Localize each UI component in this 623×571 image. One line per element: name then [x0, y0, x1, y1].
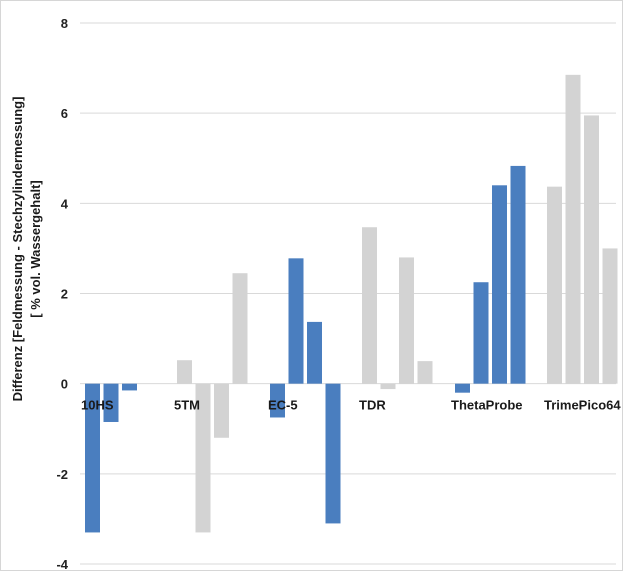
bar-tdr-2 — [380, 383, 396, 390]
bars — [85, 74, 618, 533]
bar-10hs-1 — [85, 383, 100, 533]
y-tick-label: 0 — [61, 377, 68, 392]
y-tick-label: 2 — [61, 287, 68, 302]
gridlines — [80, 22, 616, 565]
bar-thetaprobe-3 — [492, 185, 507, 384]
y-tick-label: 6 — [61, 106, 68, 121]
category-labels: 10HS 5TM EC-5 TDR ThetaProbe TrimePico64 — [81, 398, 621, 413]
bar-trimepico64-3 — [584, 115, 599, 384]
y-tick-labels: -4 -2 0 2 4 6 8 — [56, 16, 68, 570]
bar-tdr-3 — [399, 257, 414, 384]
bar-10hs-2 — [103, 383, 119, 422]
bar-trimepico64-2 — [565, 74, 581, 384]
category-label: 10HS — [81, 398, 114, 413]
category-label: TDR — [359, 398, 386, 413]
bar-trimepico64-4 — [602, 248, 618, 384]
category-label: 5TM — [174, 398, 200, 413]
bar-ec5-2 — [288, 258, 304, 384]
y-axis-title-line2: [ % vol. Wassergehalt] — [28, 180, 43, 318]
bar-ec5-3 — [307, 321, 322, 384]
y-tick-label: -2 — [56, 467, 68, 482]
bar-thetaprobe-2 — [473, 282, 489, 384]
y-axis-title-line1: Differenz [Feldmessung - Stechzylinderme… — [10, 97, 25, 402]
bar-tdr-1 — [362, 227, 377, 384]
bar-5tm-1 — [177, 360, 192, 384]
bar-ec5-1 — [270, 383, 285, 418]
category-label: EC-5 — [268, 398, 298, 413]
bar-5tm-4 — [232, 273, 248, 384]
y-tick-label: 8 — [61, 16, 68, 31]
bar-ec5-4 — [325, 383, 341, 524]
y-tick-label: 4 — [61, 196, 69, 211]
bar-5tm-3 — [214, 383, 229, 438]
bar-5tm-2 — [195, 383, 211, 533]
bar-thetaprobe-1 — [455, 383, 470, 393]
bar-10hs-3 — [122, 383, 137, 391]
bar-thetaprobe-4 — [510, 165, 526, 384]
bar-tdr-4 — [417, 361, 433, 384]
category-label: TrimePico64 — [544, 398, 621, 413]
bar-trimepico64-1 — [547, 186, 562, 384]
category-label: ThetaProbe — [451, 398, 523, 413]
y-tick-label: -4 — [56, 557, 68, 570]
